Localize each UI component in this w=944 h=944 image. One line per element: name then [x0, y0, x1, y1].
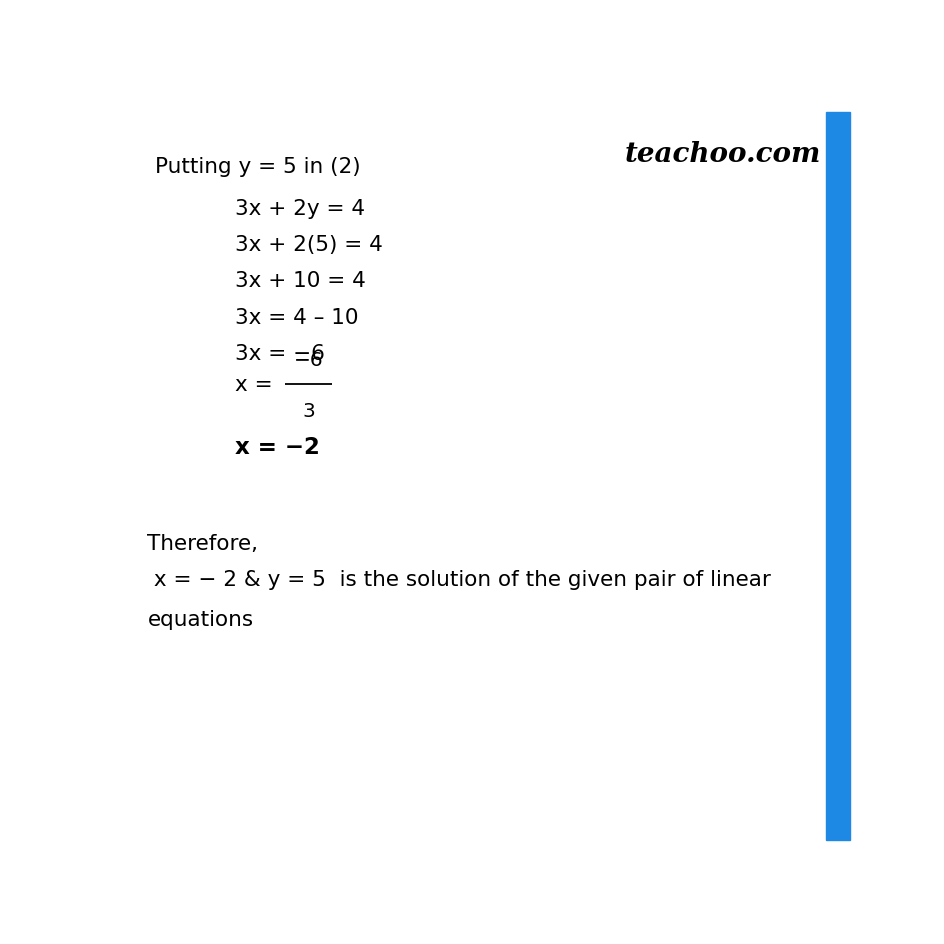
- Text: 3x = 4 – 10: 3x = 4 – 10: [235, 308, 359, 328]
- Text: −6: −6: [294, 350, 323, 369]
- Text: x =: x =: [235, 375, 273, 395]
- Text: 3: 3: [302, 401, 314, 420]
- Text: teachoo.com: teachoo.com: [624, 141, 820, 168]
- Bar: [825, 113, 850, 840]
- Text: 3x + 2y = 4: 3x + 2y = 4: [235, 198, 365, 218]
- Text: equations: equations: [147, 609, 253, 629]
- Text: Putting y = 5 in (2): Putting y = 5 in (2): [155, 157, 360, 177]
- Text: 3x + 2(5) = 4: 3x + 2(5) = 4: [235, 235, 382, 255]
- Text: x = − 2 & y = 5  is the solution of the given pair of linear: x = − 2 & y = 5 is the solution of the g…: [147, 570, 770, 590]
- Text: 3x + 10 = 4: 3x + 10 = 4: [235, 271, 365, 291]
- Text: Therefore,: Therefore,: [147, 533, 258, 553]
- Text: 3x = −6: 3x = −6: [235, 344, 325, 363]
- Text: x = −2: x = −2: [235, 435, 320, 458]
